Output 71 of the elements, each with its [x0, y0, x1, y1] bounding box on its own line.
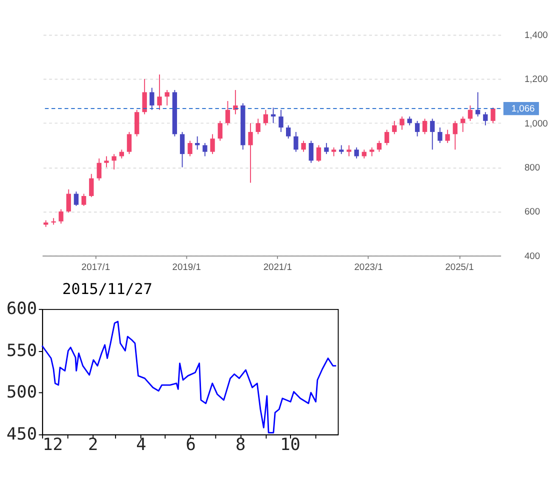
candlestick: [188, 140, 192, 157]
candlestick: [233, 90, 238, 115]
candlestick: [376, 140, 382, 152]
y-tick-label: 1,200: [524, 74, 548, 84]
x-tick-label: 2019/1: [172, 262, 201, 272]
candlestick: [286, 124, 291, 140]
candlestick: [142, 78, 147, 115]
candlestick: [324, 142, 329, 155]
x-tick-label: 2021/1: [263, 262, 292, 272]
y-tick-label: 400: [524, 250, 540, 261]
y-tick-label: 800: [524, 162, 540, 173]
candlestick: [89, 173, 94, 198]
candlestick: [346, 144, 352, 157]
candlestick: [294, 131, 298, 152]
candlestick: [430, 118, 435, 150]
x-tick-label: 2023/1: [354, 262, 383, 272]
y-tick-label: 600: [6, 298, 37, 318]
candlestick: [248, 122, 253, 184]
x-tick-label: 4: [136, 434, 146, 454]
candlestick: [157, 74, 162, 110]
candlestick: [112, 154, 116, 170]
candlestick: [422, 118, 428, 135]
candlestick: [483, 112, 488, 126]
candlestick: [256, 118, 260, 135]
x-tick-label: 2: [88, 434, 98, 454]
candlestick: [301, 140, 306, 152]
chart-title: 2015/11/27: [62, 280, 152, 298]
candlestick: [58, 208, 64, 224]
y-tick-label: 600: [524, 206, 540, 217]
candlestick: [96, 158, 102, 182]
candlestick: [164, 90, 170, 106]
candlestick: [126, 131, 132, 155]
candlestick: [81, 193, 86, 206]
candlestick: [218, 120, 222, 142]
x-tick-label: 10: [280, 434, 300, 454]
y-tick-label: 1,000: [524, 118, 548, 128]
candlestick: [308, 140, 314, 164]
x-tick-label: 2025/1: [445, 262, 474, 272]
candlestick: [263, 109, 268, 126]
candlestick: [202, 142, 208, 157]
candlestick: [74, 191, 79, 206]
y-tick-label: 450: [6, 423, 37, 444]
candlestick: [384, 129, 390, 146]
candlestick: [104, 156, 109, 168]
candlestick: [414, 120, 420, 137]
x-tick-label: 12: [42, 434, 63, 454]
y-tick-label: 1,400: [524, 30, 548, 40]
candlestick: [468, 104, 473, 122]
y-tick-label: 500: [6, 382, 37, 402]
candlestick: [400, 116, 404, 130]
candlestick: [452, 120, 458, 150]
candlestick: [66, 188, 71, 214]
candlestick: [490, 107, 496, 124]
candlestick: [225, 100, 230, 126]
candlestick: [445, 129, 450, 144]
candlestick: [150, 87, 154, 110]
candlestick: [316, 144, 322, 162]
candlestick: [278, 109, 284, 132]
candlestick: [392, 120, 397, 135]
candlestick: [475, 92, 480, 117]
candlestick: [438, 127, 442, 144]
candlestick: [180, 131, 185, 168]
candlestick: [134, 109, 140, 137]
x-tick-label: 6: [186, 434, 196, 454]
candlestick: [460, 116, 466, 132]
x-tick-label: 2017/1: [81, 262, 110, 272]
candlestick: [354, 146, 359, 159]
candlestick: [210, 134, 215, 155]
x-tick-label: 8: [235, 434, 246, 454]
y-tick-label: 550: [6, 340, 37, 360]
ref-line-label: 1,066: [511, 103, 535, 114]
